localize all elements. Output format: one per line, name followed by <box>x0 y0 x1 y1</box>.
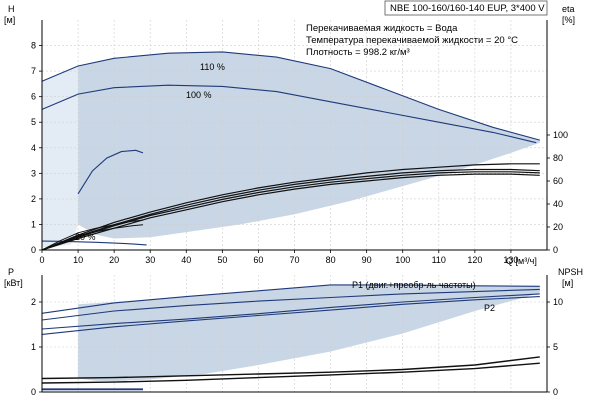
y-right-tick-label: 40 <box>553 199 563 209</box>
y-right-tick-label: 20 <box>553 222 563 232</box>
y-right-tick-label: 100 <box>553 130 568 140</box>
y-left-label-upper-1: H <box>8 4 15 14</box>
y-left-tick-label: 5 <box>31 117 36 127</box>
chart-title: NBE 100-160/160-140 EUP, 3*400 V <box>390 3 545 14</box>
annotation-20: 20 % <box>75 232 96 242</box>
y-right-label-lower-1: NPSH <box>558 267 583 277</box>
y-right-tick-label: 10 <box>553 297 563 307</box>
x-tick-label: 80 <box>326 255 336 265</box>
lower-panel: 0 1 2 0 5 10 P [кВт] NPSH [м] P1 (двиг.+преоб… <box>4 267 583 397</box>
y-left-tick-label: 3 <box>31 168 36 178</box>
operating-area-light-fill <box>42 66 78 247</box>
y-left-tick-label: 6 <box>31 92 36 102</box>
x-tick-label: 30 <box>145 255 155 265</box>
operating-area-fill <box>78 285 540 381</box>
x-tick-label: 0 <box>39 255 44 265</box>
info-line-3: Плотность = 998.2 кг/м³ <box>306 47 410 58</box>
y-left-tick-label: 2 <box>31 297 36 307</box>
p1-label: P1 (двиг.+преобр-ль частоты) <box>352 280 476 290</box>
y-left-tick-label: 7 <box>31 66 36 76</box>
annotation-110: 110 % <box>200 62 225 72</box>
x-tick-label: 120 <box>467 255 482 265</box>
y-right-label-upper-2: [%] <box>562 15 575 25</box>
x-tick-label: 90 <box>362 255 372 265</box>
info-line-2: Температура перекачиваемой жидкости = 20… <box>306 35 518 46</box>
y-right-tick-label: 80 <box>553 153 563 163</box>
x-tick-label: 40 <box>181 255 191 265</box>
x-tick-label: 60 <box>253 255 263 265</box>
y-left-tick-label: 0 <box>31 245 36 255</box>
x-tick-label: 100 <box>395 255 410 265</box>
y-right-tick-label: 0 <box>553 387 558 397</box>
y-left-tick-label: 8 <box>31 41 36 51</box>
x-tick-label: 10 <box>73 255 83 265</box>
y-left-label-lower-1: P <box>8 267 14 277</box>
y-left-tick-label: 1 <box>31 219 36 229</box>
x-tick-label: 110 <box>432 255 446 265</box>
operating-area-upper <box>42 52 540 248</box>
operating-area-fill <box>78 52 540 239</box>
y-left-tick-label: 2 <box>31 194 36 204</box>
y-right-label-lower-2: [м] <box>562 278 573 288</box>
x-tick-label: 50 <box>217 255 227 265</box>
p2-label: P2 <box>484 303 495 313</box>
y-right-tick-label: 0 <box>553 245 558 255</box>
annotation-100: 100 % <box>186 90 212 100</box>
y-right-tick-label: 60 <box>553 176 563 186</box>
y-left-tick-label: 1 <box>31 342 36 352</box>
y-left-tick-label: 4 <box>31 143 36 153</box>
y-left-label-upper-2: [м] <box>4 15 15 25</box>
y-left-label-lower-2: [кВт] <box>4 278 23 288</box>
x-tick-label: 20 <box>109 255 119 265</box>
x-tick-label: 70 <box>289 255 299 265</box>
y-left-tick-label: 0 <box>31 387 36 397</box>
info-line-1: Перекачиваемая жидкость = Вода <box>306 23 458 34</box>
y-right-label-upper-1: eta <box>562 4 575 14</box>
x-unit-label-upper: Q [м³/ч] <box>506 256 537 266</box>
y-right-tick-label: 5 <box>553 342 558 352</box>
operating-area-lower <box>78 285 540 381</box>
